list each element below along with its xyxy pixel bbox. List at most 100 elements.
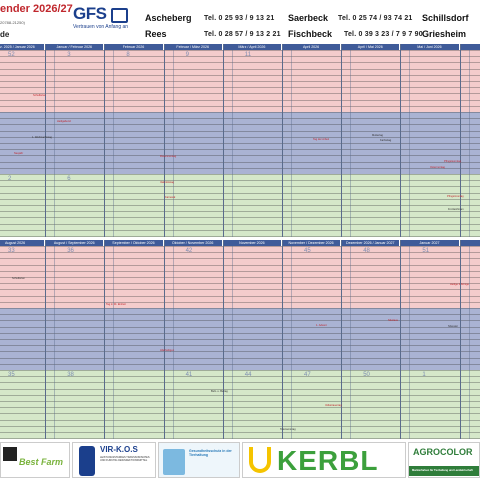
ad-hygiene: Gesundheitsschutz in der Tierhaltung	[158, 442, 240, 478]
month-column-header: März / April 2026	[222, 44, 282, 50]
ad-subtext: Markierfarben für Tierhaltung und Landwi…	[409, 466, 479, 476]
branch-phone: Tel. 0 25 74 / 93 74 21	[338, 15, 413, 22]
holiday-note: Karfreitag	[380, 139, 392, 142]
day-number-divider	[54, 246, 55, 439]
holiday-note: Schulferien	[12, 277, 25, 280]
holiday-note: Ostermontag	[430, 166, 445, 169]
holiday-note: Pfingstmontag	[447, 195, 464, 198]
product-icon	[163, 449, 185, 475]
day-number-divider	[409, 50, 410, 237]
week-band	[0, 174, 480, 237]
month-column-header: November 2026	[222, 240, 282, 246]
week-number: 45	[304, 248, 311, 254]
month-column-header: August / September 2026	[45, 240, 105, 246]
column-divider	[459, 44, 461, 237]
column-divider	[400, 44, 401, 237]
branch-phone: Tel. 0 39 3 23 / 7 9 7 90	[344, 31, 423, 38]
week-number: 36	[67, 248, 74, 254]
day-number-divider	[350, 246, 351, 439]
column-divider	[45, 44, 46, 237]
week-number: 51	[422, 248, 430, 254]
column-divider	[341, 240, 342, 439]
ad-label: Gesundheitsschutz in der Tierhaltung	[189, 449, 232, 457]
holiday-note: Heilige 3 Könige	[450, 283, 469, 286]
week-number: 50	[363, 372, 370, 378]
ad-vir-kos: VIR-K.O.S LEISTUNGSSTARKES TRANSSONISCHE…	[72, 442, 156, 478]
month-column-header: Januar / F	[459, 240, 480, 246]
week-band	[0, 112, 480, 174]
ad-label: Best Farm	[19, 457, 64, 467]
logo-tagline: Vertrauen von Anfang an	[73, 24, 129, 30]
week-number: 8	[126, 52, 130, 58]
month-column-header: September / Oktober 2026	[104, 240, 164, 246]
column-divider	[282, 240, 283, 439]
week-band	[0, 50, 480, 112]
holiday-note: Fronleichnam	[448, 208, 464, 211]
holiday-note: Neujahr	[14, 152, 24, 155]
branch-city: Griesheim	[422, 29, 467, 39]
month-column-header: Dezember 2026 / Januar 2027	[341, 240, 401, 246]
gfs-logo: GFS Vertrauen von Anfang an	[73, 4, 139, 38]
column-divider	[163, 44, 165, 237]
branch-phone: Tel. 0 28 57 / 9 13 2 21	[204, 31, 281, 38]
week-number: 48	[363, 248, 370, 254]
week-number: 6	[67, 176, 71, 182]
holiday-note: Muttertag	[372, 134, 383, 137]
ad-subtext: LEISTUNGSSTARKES TRANSSONISCHES UND FURC…	[100, 456, 150, 462]
column-divider	[282, 44, 283, 237]
ad-label: VIR-K.O.S	[100, 445, 138, 454]
branch-city: Schillsdorf	[422, 13, 469, 23]
column-divider	[459, 240, 461, 439]
column-divider	[45, 240, 46, 439]
logo-text: GFS	[73, 4, 107, 23]
month-column-header: April / Mai 2026	[341, 44, 401, 50]
month-column-header: Januar 2027	[400, 240, 460, 246]
column-divider	[341, 44, 342, 237]
holiday-note: Schulferien	[33, 94, 46, 97]
week-band	[0, 308, 480, 370]
day-number-divider	[231, 246, 233, 439]
week-number: 2	[8, 176, 12, 182]
holiday-note: Silvester	[448, 325, 458, 328]
week-number: 35	[8, 372, 15, 378]
calendar-subline: 20788-21250)	[0, 20, 25, 25]
ad-best-farm: Best Farm	[0, 442, 70, 478]
ad-agrocolor: AGROCOLOR Markierfarben für Tierhaltung …	[408, 442, 480, 478]
week-number: 38	[67, 372, 74, 378]
holiday-note: Rosenmontag	[160, 155, 177, 158]
week-number: 47	[304, 372, 311, 378]
week-number: 52	[8, 52, 15, 58]
day-number-divider	[468, 246, 470, 439]
day-number-divider	[291, 246, 292, 439]
day-number-divider	[231, 50, 233, 237]
column-divider	[222, 240, 224, 439]
column-divider	[400, 240, 401, 439]
logo-mark-icon	[111, 8, 128, 23]
holiday-note: Volkstrauertag	[325, 404, 342, 407]
calendar-header: ender 2026/27 20788-21250) de GFS Vertra…	[0, 0, 480, 44]
holiday-note: Totensonntag	[280, 428, 296, 431]
column-divider	[104, 44, 105, 237]
holiday-note: Valentinstag	[160, 181, 175, 184]
column-divider	[163, 240, 165, 439]
column-divider	[222, 44, 224, 237]
calendar-title: ender 2026/27	[0, 3, 73, 15]
holiday-note: 1. Advent	[316, 324, 327, 327]
sponsor-footer: Best Farm VIR-K.O.S LEISTUNGSSTARKES TRA…	[0, 441, 480, 480]
month-column-header: Oktober / November 2026	[163, 240, 223, 246]
column-divider	[104, 240, 105, 439]
week-number: 42	[185, 248, 193, 254]
holiday-note: Nikolaus	[388, 319, 398, 322]
month-column-header: April 2026	[282, 44, 342, 50]
day-number-divider	[113, 246, 114, 439]
holiday-note: Heiligabend	[57, 120, 71, 123]
branch-city: Saerbeck	[288, 13, 329, 23]
week-band	[0, 246, 480, 308]
branch-city: Ascheberg	[145, 13, 192, 23]
month-column-header: Dez. 2025 / Januar 2026	[0, 44, 46, 50]
week-number: 33	[8, 248, 15, 254]
ad-label: KERBL	[277, 445, 379, 476]
day-number-divider	[172, 50, 174, 237]
branch-city: Fischbeck	[288, 29, 333, 39]
